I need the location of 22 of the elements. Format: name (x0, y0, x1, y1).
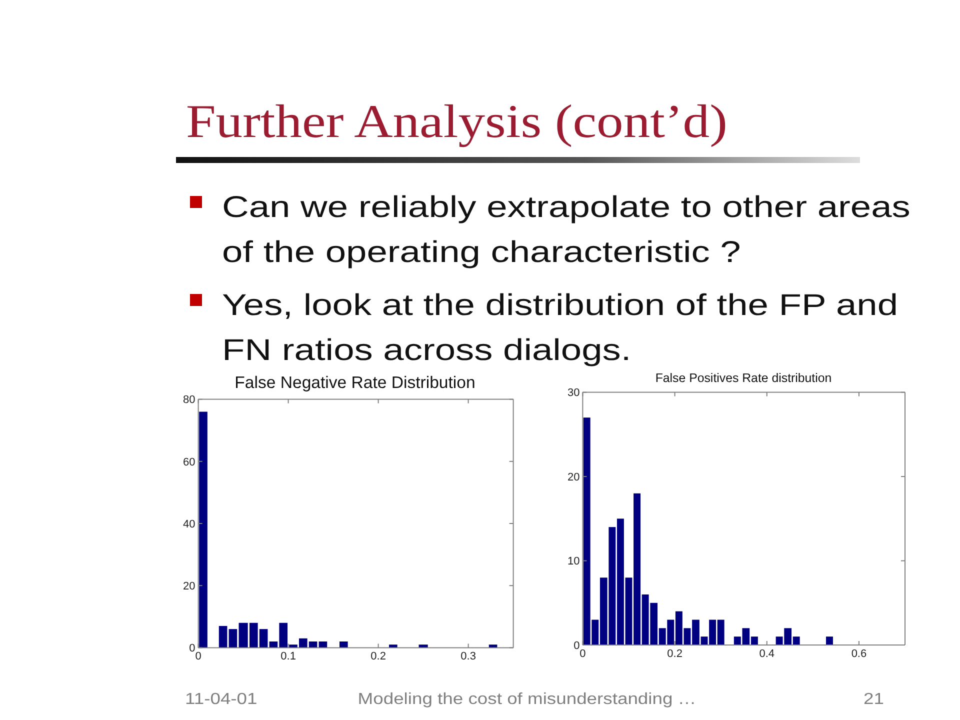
chart-title: False Negative Rate Distribution (234, 373, 476, 392)
text: Modeling the cost of misunderstanding … (358, 689, 696, 708)
x-tick-label: 0.2 (667, 648, 682, 660)
x-tick-label: 0.2 (370, 650, 386, 663)
y-tick-label: 80 (183, 394, 196, 406)
y-tick-label: 20 (567, 471, 580, 484)
y-tick-label: 0 (574, 640, 580, 652)
y-tick-label: 60 (183, 456, 196, 468)
text: Yes, look at the distribution of the FP and FN ratios across dialogs. (222, 288, 898, 368)
chart-title: False Positives Rate distribution (655, 371, 832, 385)
text: Further Analysis (cont’d) (186, 95, 728, 148)
text: Can we reliably extrapolate to other areas of the operating characteristic ? (222, 190, 910, 270)
x-tick-label: 0.6 (851, 648, 867, 660)
text: 11-04-01 (185, 689, 258, 708)
text: 21 (864, 689, 884, 708)
y-tick-label: 40 (183, 518, 196, 530)
x-tick-label: 0.4 (759, 648, 775, 660)
x-tick-label: 0.1 (280, 650, 296, 663)
x-tick-label: 0.3 (460, 650, 476, 663)
y-tick-label: 20 (183, 580, 196, 592)
y-tick-label: 30 (567, 387, 580, 400)
y-tick-label: 10 (567, 556, 580, 568)
